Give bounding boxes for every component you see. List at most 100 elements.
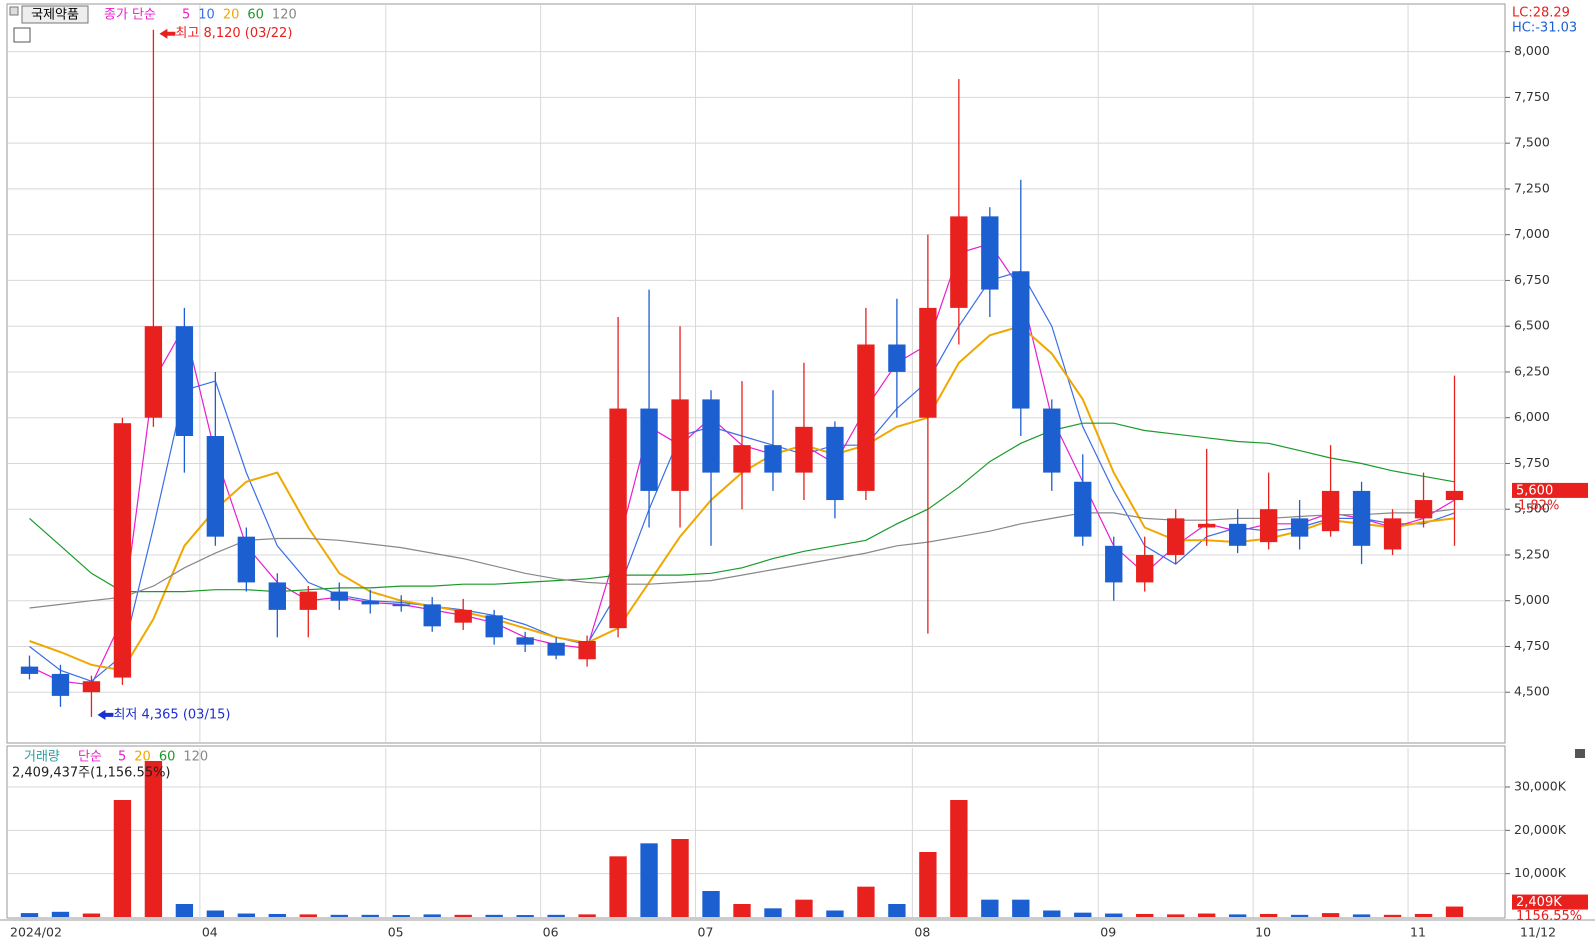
- volume-bar: [516, 915, 534, 917]
- y-tick-label: 6,750: [1514, 272, 1550, 287]
- legend-entry: 20: [134, 750, 151, 765]
- x-tick-label: 04: [202, 925, 218, 940]
- candle-body: [485, 615, 503, 638]
- y-tick-label: 30,000K: [1514, 779, 1567, 794]
- price-panel: [6, 3, 1506, 744]
- x-tick-label: 05: [388, 925, 404, 940]
- volume-bar: [1445, 906, 1464, 917]
- candle-body: [144, 326, 163, 418]
- y-tick-label: 8,000: [1514, 43, 1550, 58]
- volume-bar: [1198, 913, 1216, 917]
- candle-body: [454, 609, 472, 623]
- axes: 4,500 4,750 5,000 5,250 5,500 5,750 6,000 6,250…: [8, 5, 1567, 940]
- ma-line: [29, 508, 1455, 609]
- x-tick-label: 08: [914, 925, 930, 940]
- x-tick-label: 09: [1100, 925, 1116, 940]
- title-box[interactable]: [21, 5, 89, 24]
- candle-body: [392, 604, 410, 607]
- volume-info: 2,409,437주(1,156.55%): [12, 766, 171, 781]
- candle-body: [547, 642, 565, 656]
- candle-body: [175, 326, 194, 436]
- candle-body: [857, 344, 875, 491]
- candle-body: [1383, 518, 1402, 550]
- candle-body: [671, 399, 689, 491]
- candle-body: [764, 445, 782, 473]
- legend-label: 종가 단순: [104, 8, 156, 23]
- candle-body: [1290, 518, 1309, 537]
- volume-bar: [1167, 914, 1185, 917]
- current-price-box: [1512, 482, 1588, 498]
- volume-bar: [1105, 913, 1123, 917]
- candle-body: [888, 344, 906, 372]
- legend-entry: 5: [118, 750, 126, 765]
- candle-body: [361, 600, 379, 605]
- current-volume: 2,409K: [1516, 895, 1562, 910]
- volume-bar: [671, 839, 689, 917]
- low-annotation: 최저 4,365 (03/15): [113, 707, 230, 722]
- volume-bar: [981, 899, 999, 917]
- volume-bar: [1012, 899, 1030, 917]
- panel-button[interactable]: [1575, 749, 1585, 758]
- candle-body: [826, 426, 844, 501]
- volume-panel: [6, 745, 1506, 919]
- volume-bar: [144, 761, 163, 917]
- legend-label: 단순: [78, 750, 102, 765]
- x-tick-label: 06: [543, 925, 559, 940]
- chart-title: 국제약품: [31, 8, 79, 23]
- candle-body: [516, 637, 534, 645]
- volume-bar: [919, 852, 937, 917]
- volume-bar: [175, 904, 194, 917]
- volume-bar: [206, 910, 225, 917]
- ratio-label: 1156.55%: [1516, 909, 1582, 924]
- y-tick-label: 6,000: [1514, 409, 1550, 424]
- table-icon[interactable]: [13, 27, 31, 43]
- change-label: 1.82%: [1518, 498, 1559, 513]
- volume-bar: [609, 856, 627, 917]
- candle-body: [113, 423, 132, 678]
- candle-body: [82, 681, 101, 693]
- current-price: 5,600: [1516, 483, 1553, 498]
- legend-entry: 10: [198, 8, 215, 23]
- candle-body: [981, 216, 999, 290]
- legend-entry: 60: [247, 8, 264, 23]
- y-tick-label: 6,250: [1514, 363, 1550, 378]
- candle-body: [206, 435, 225, 537]
- candle-body: [330, 591, 348, 601]
- candle-body: [795, 426, 813, 473]
- candle-body: [1321, 490, 1340, 532]
- volume-bar: [1352, 914, 1371, 917]
- y-tick-label: 7,750: [1514, 89, 1550, 104]
- volume-bar: [361, 914, 379, 917]
- menu-icon[interactable]: [9, 6, 19, 16]
- volume-bar: [733, 904, 751, 917]
- y-tick-label: 5,500: [1514, 501, 1550, 516]
- legend-entry: 20: [223, 8, 240, 23]
- candle-body: [1012, 271, 1030, 409]
- candle-body: [1074, 481, 1092, 537]
- volume-bar: [578, 914, 596, 917]
- candle-body: [640, 408, 658, 491]
- volume-bar: [640, 843, 658, 917]
- volume-bar: [485, 914, 503, 917]
- volume-bar: [1414, 913, 1433, 917]
- candle-body: [702, 399, 720, 473]
- legend-entry: 5: [182, 8, 190, 23]
- volume-bar: [423, 914, 441, 917]
- volume-bar: [857, 886, 875, 917]
- x-tick-label: 10: [1255, 925, 1271, 940]
- high-annotation: 최고 8,120 (03/22): [175, 26, 292, 41]
- volume-bar: [268, 913, 286, 917]
- volume-bar: [392, 915, 410, 917]
- legend-entry: 120: [183, 750, 208, 765]
- y-tick-label: 7,250: [1514, 180, 1550, 195]
- candle-body: [1167, 518, 1185, 555]
- candle-body: [1105, 545, 1123, 583]
- candle-body: [20, 666, 39, 674]
- volume-bar: [1043, 910, 1061, 917]
- candle-body: [609, 408, 627, 629]
- volume-bar: [299, 914, 317, 917]
- y-tick-label: 10,000K: [1514, 865, 1567, 880]
- volume-bar: [950, 800, 968, 917]
